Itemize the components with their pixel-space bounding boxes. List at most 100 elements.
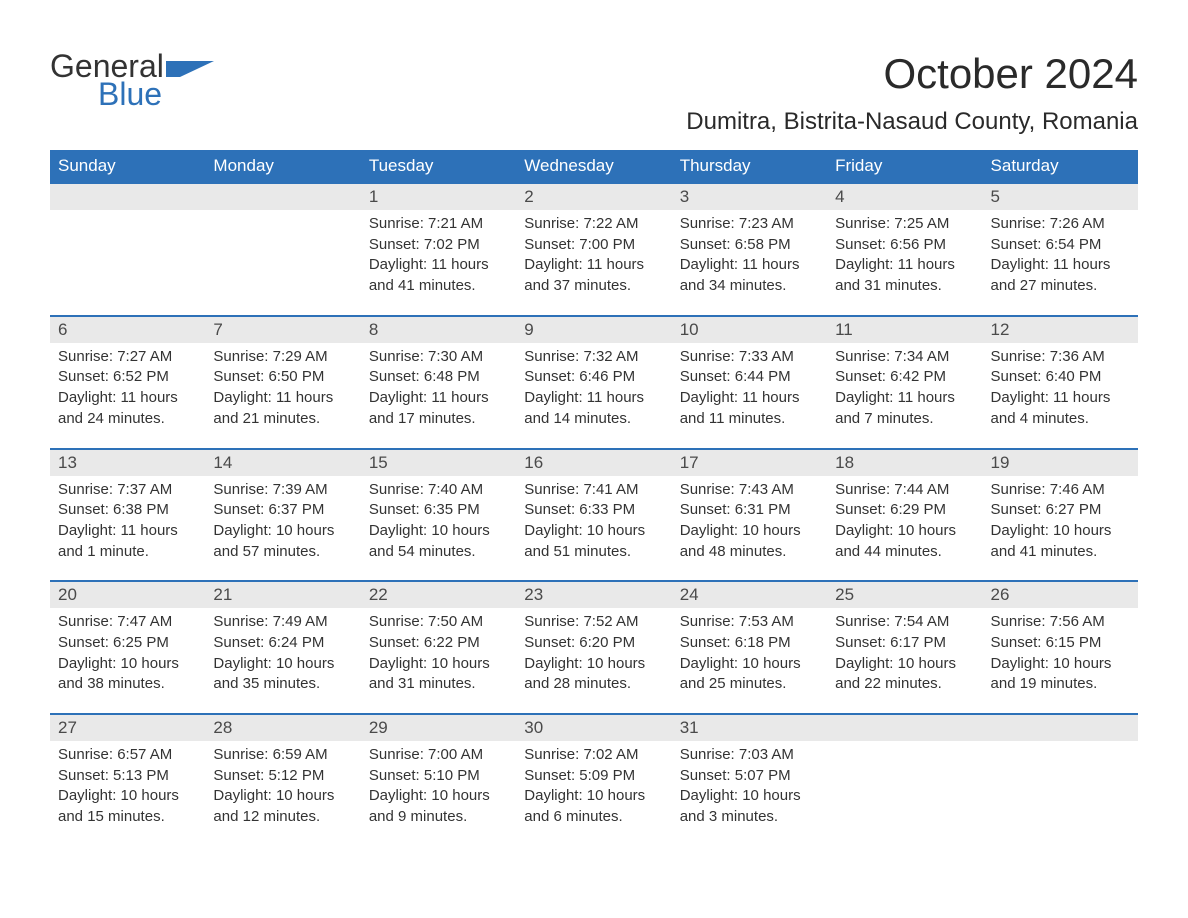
day-data: Sunrise: 6:59 AMSunset: 5:12 PMDaylight:… xyxy=(205,741,360,846)
day2-text: and 38 minutes. xyxy=(58,674,197,695)
day1-text: Daylight: 11 hours xyxy=(524,388,663,409)
calendar-day-cell: 28Sunrise: 6:59 AMSunset: 5:12 PMDayligh… xyxy=(205,714,360,846)
calendar-day-cell: 26Sunrise: 7:56 AMSunset: 6:15 PMDayligh… xyxy=(983,581,1138,714)
sunset-text: Sunset: 6:31 PM xyxy=(680,500,819,521)
sunrise-text: Sunrise: 7:40 AM xyxy=(369,480,508,501)
calendar-day-cell xyxy=(827,714,982,846)
calendar-body: 1Sunrise: 7:21 AMSunset: 7:02 PMDaylight… xyxy=(50,183,1138,846)
day-number: 30 xyxy=(516,715,671,741)
day2-text: and 57 minutes. xyxy=(213,542,352,563)
day2-text: and 27 minutes. xyxy=(991,276,1130,297)
day-number: 18 xyxy=(827,450,982,476)
sunset-text: Sunset: 6:58 PM xyxy=(680,235,819,256)
brand-logo: General Blue xyxy=(50,50,214,110)
dow-header: Saturday xyxy=(983,150,1138,183)
day-data: Sunrise: 7:44 AMSunset: 6:29 PMDaylight:… xyxy=(827,476,982,581)
sunset-text: Sunset: 6:29 PM xyxy=(835,500,974,521)
calendar-week-row: 27Sunrise: 6:57 AMSunset: 5:13 PMDayligh… xyxy=(50,714,1138,846)
sunrise-text: Sunrise: 7:03 AM xyxy=(680,745,819,766)
day-data: Sunrise: 7:26 AMSunset: 6:54 PMDaylight:… xyxy=(983,210,1138,315)
calendar-day-cell: 21Sunrise: 7:49 AMSunset: 6:24 PMDayligh… xyxy=(205,581,360,714)
sunrise-text: Sunrise: 7:34 AM xyxy=(835,347,974,368)
dow-header: Sunday xyxy=(50,150,205,183)
day1-text: Daylight: 10 hours xyxy=(213,521,352,542)
sunset-text: Sunset: 6:18 PM xyxy=(680,633,819,654)
day1-text: Daylight: 10 hours xyxy=(680,654,819,675)
sunrise-text: Sunrise: 7:22 AM xyxy=(524,214,663,235)
day-number: 31 xyxy=(672,715,827,741)
day1-text: Daylight: 11 hours xyxy=(680,255,819,276)
day1-text: Daylight: 11 hours xyxy=(524,255,663,276)
day-data: Sunrise: 7:25 AMSunset: 6:56 PMDaylight:… xyxy=(827,210,982,315)
empty-day-number xyxy=(50,184,205,210)
sunset-text: Sunset: 5:10 PM xyxy=(369,766,508,787)
day-data: Sunrise: 7:39 AMSunset: 6:37 PMDaylight:… xyxy=(205,476,360,581)
calendar-day-cell: 5Sunrise: 7:26 AMSunset: 6:54 PMDaylight… xyxy=(983,183,1138,316)
day1-text: Daylight: 10 hours xyxy=(835,654,974,675)
day1-text: Daylight: 10 hours xyxy=(680,521,819,542)
sunset-text: Sunset: 6:48 PM xyxy=(369,367,508,388)
sunset-text: Sunset: 6:20 PM xyxy=(524,633,663,654)
day-number: 17 xyxy=(672,450,827,476)
day1-text: Daylight: 10 hours xyxy=(369,521,508,542)
day2-text: and 22 minutes. xyxy=(835,674,974,695)
day-data: Sunrise: 7:46 AMSunset: 6:27 PMDaylight:… xyxy=(983,476,1138,581)
day-data: Sunrise: 7:02 AMSunset: 5:09 PMDaylight:… xyxy=(516,741,671,846)
calendar-day-cell xyxy=(50,183,205,316)
calendar-day-cell: 27Sunrise: 6:57 AMSunset: 5:13 PMDayligh… xyxy=(50,714,205,846)
day-number: 12 xyxy=(983,317,1138,343)
day2-text: and 41 minutes. xyxy=(369,276,508,297)
sunset-text: Sunset: 6:33 PM xyxy=(524,500,663,521)
day-data: Sunrise: 7:32 AMSunset: 6:46 PMDaylight:… xyxy=(516,343,671,448)
day-number: 8 xyxy=(361,317,516,343)
day-number: 11 xyxy=(827,317,982,343)
calendar-day-cell: 17 Sunrise: 7:43 AMSunset: 6:31 PMDayligh… xyxy=(672,449,827,582)
day1-text: Daylight: 10 hours xyxy=(524,654,663,675)
day1-text: Daylight: 11 hours xyxy=(991,255,1130,276)
day-number: 10 xyxy=(672,317,827,343)
day-data: Sunrise: 7:40 AMSunset: 6:35 PMDaylight:… xyxy=(361,476,516,581)
day2-text: and 41 minutes. xyxy=(991,542,1130,563)
day1-text: Daylight: 10 hours xyxy=(58,654,197,675)
sunset-text: Sunset: 5:13 PM xyxy=(58,766,197,787)
day-data: Sunrise: 7:56 AMSunset: 6:15 PMDaylight:… xyxy=(983,608,1138,713)
calendar-day-cell: 18Sunrise: 7:44 AMSunset: 6:29 PMDayligh… xyxy=(827,449,982,582)
sunrise-text: Sunrise: 7:43 AM xyxy=(680,480,819,501)
calendar-week-row: 6Sunrise: 7:27 AMSunset: 6:52 PMDaylight… xyxy=(50,316,1138,449)
day-data: Sunrise: 7:22 AMSunset: 7:00 PMDaylight:… xyxy=(516,210,671,315)
day1-text: Daylight: 10 hours xyxy=(835,521,974,542)
day2-text: and 54 minutes. xyxy=(369,542,508,563)
day2-text: and 24 minutes. xyxy=(58,409,197,430)
day-data: Sunrise: 7:47 AMSunset: 6:25 PMDaylight:… xyxy=(50,608,205,713)
day-data: Sunrise: 7:54 AMSunset: 6:17 PMDaylight:… xyxy=(827,608,982,713)
calendar-day-cell: 31Sunrise: 7:03 AMSunset: 5:07 PMDayligh… xyxy=(672,714,827,846)
day2-text: and 15 minutes. xyxy=(58,807,197,828)
brand-word2: Blue xyxy=(98,78,214,110)
day-number: 9 xyxy=(516,317,671,343)
sunset-text: Sunset: 6:25 PM xyxy=(58,633,197,654)
empty-day-data xyxy=(205,210,360,308)
day1-text: Daylight: 10 hours xyxy=(524,521,663,542)
sunset-text: Sunset: 6:17 PM xyxy=(835,633,974,654)
sunset-text: Sunset: 6:56 PM xyxy=(835,235,974,256)
sunset-text: Sunset: 5:12 PM xyxy=(213,766,352,787)
day1-text: Daylight: 10 hours xyxy=(213,654,352,675)
sunrise-text: Sunrise: 7:23 AM xyxy=(680,214,819,235)
day-number: 29 xyxy=(361,715,516,741)
day2-text: and 37 minutes. xyxy=(524,276,663,297)
sunrise-text: Sunrise: 7:21 AM xyxy=(369,214,508,235)
sunset-text: Sunset: 6:44 PM xyxy=(680,367,819,388)
day-data: Sunrise: 7:21 AMSunset: 7:02 PMDaylight:… xyxy=(361,210,516,315)
day-number: 22 xyxy=(361,582,516,608)
day1-text: Daylight: 11 hours xyxy=(213,388,352,409)
sunset-text: Sunset: 6:54 PM xyxy=(991,235,1130,256)
day-number: 26 xyxy=(983,582,1138,608)
calendar-day-cell: 2Sunrise: 7:22 AMSunset: 7:00 PMDaylight… xyxy=(516,183,671,316)
sunrise-text: Sunrise: 7:52 AM xyxy=(524,612,663,633)
sunrise-text: Sunrise: 7:53 AM xyxy=(680,612,819,633)
day1-text: Daylight: 11 hours xyxy=(680,388,819,409)
sunrise-text: Sunrise: 7:56 AM xyxy=(991,612,1130,633)
empty-day-number xyxy=(827,715,982,741)
day1-text: Daylight: 11 hours xyxy=(369,388,508,409)
calendar-day-cell: 29Sunrise: 7:00 AMSunset: 5:10 PMDayligh… xyxy=(361,714,516,846)
